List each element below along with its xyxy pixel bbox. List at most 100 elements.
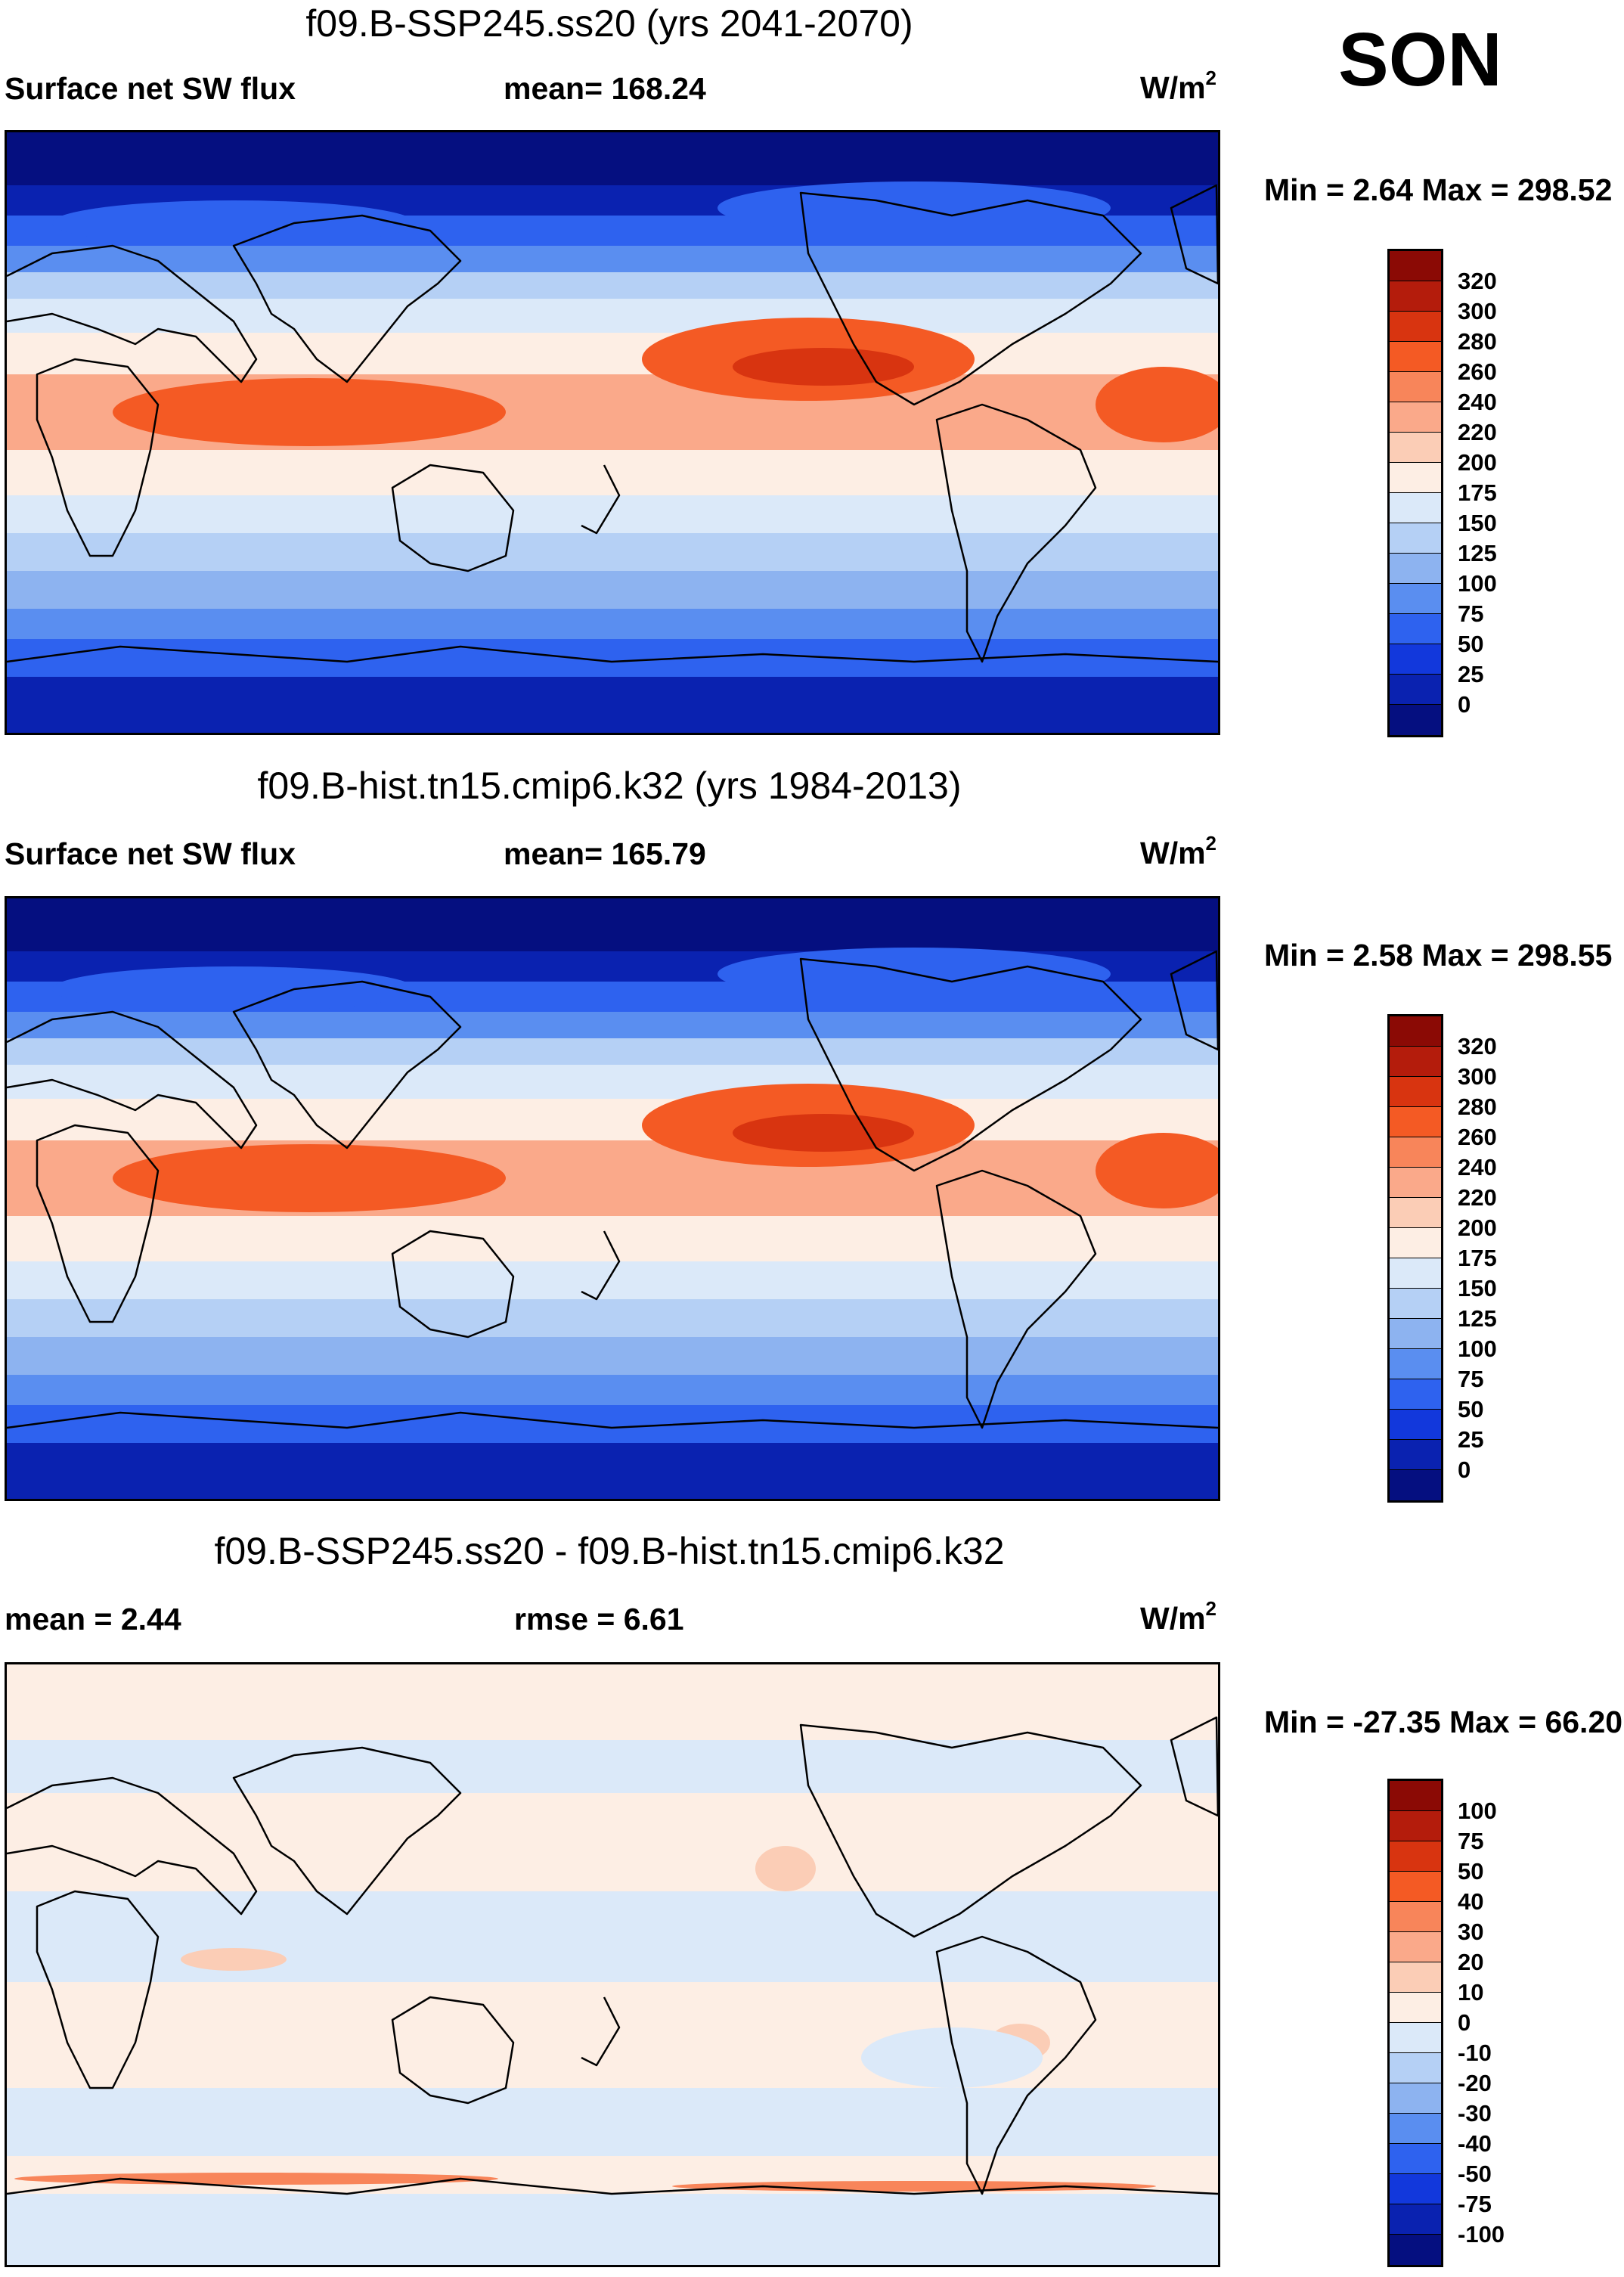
colorbar-box (1390, 1349, 1441, 1379)
colorbar-box (1390, 1781, 1441, 1811)
colorbar-box (1390, 1016, 1441, 1047)
colorbar-box (1390, 1962, 1441, 1993)
colorbar-box (1390, 1410, 1441, 1440)
season-label: SON (1338, 17, 1502, 102)
panel-1-units: W/m2 (1140, 67, 1217, 105)
colorbar-tick-label: 280 (1458, 1094, 1497, 1120)
colorbar-box (1390, 1932, 1441, 1962)
colorbar-tick-label: -10 (1458, 2040, 1492, 2066)
colorbar-box (1390, 1470, 1441, 1500)
colorbar-tick-label: 320 (1458, 1033, 1497, 1059)
colorbar-box (1390, 1440, 1441, 1470)
colorbar-tick-label: 125 (1458, 540, 1497, 566)
colorbar-tick-label: 200 (1458, 449, 1497, 476)
panel-1-title: f09.B-SSP245.ss20 (yrs 2041-2070) (305, 2, 913, 45)
colorbar-tick-label: 175 (1458, 1245, 1497, 1271)
panel-1-map (5, 130, 1220, 735)
panel-2-min-max: Min = 2.58 Max = 298.55 (1264, 938, 1613, 973)
panel-3-colorbar (1387, 1779, 1443, 2267)
colorbar-box (1390, 1379, 1441, 1410)
panel-3-map (5, 1662, 1220, 2267)
colorbar-box (1390, 1258, 1441, 1289)
colorbar-box (1390, 463, 1441, 493)
colorbar-box (1390, 1198, 1441, 1228)
colorbar-box (1390, 312, 1441, 342)
panel-3-units: W/m2 (1140, 1597, 1217, 1636)
colorbar-box (1390, 1137, 1441, 1168)
colorbar-tick-label: 300 (1458, 1063, 1497, 1090)
panel-3-title: f09.B-SSP245.ss20 - f09.B-hist.tn15.cmip… (214, 1530, 1005, 1572)
panel-1-variable-label: Surface net SW flux (5, 71, 296, 106)
colorbar-box (1390, 705, 1441, 735)
colorbar-box (1390, 2083, 1441, 2114)
colorbar-tick-label: -50 (1458, 2161, 1492, 2187)
colorbar-box (1390, 1107, 1441, 1137)
panel-3-rmse-label: rmse = 6.61 (514, 1602, 684, 1636)
colorbar-tick-label: 30 (1458, 1919, 1484, 1945)
colorbar-tick-label: 320 (1458, 268, 1497, 294)
colorbar-tick-label: 300 (1458, 298, 1497, 324)
colorbar-box (1390, 523, 1441, 554)
colorbar-tick-label: 200 (1458, 1215, 1497, 1241)
colorbar-tick-label: 100 (1458, 1798, 1497, 1824)
colorbar-tick-label: 150 (1458, 1275, 1497, 1301)
colorbar-tick-label: 280 (1458, 328, 1497, 355)
panel-2-colorbar (1387, 1014, 1443, 1503)
colorbar-tick-label: 20 (1458, 1949, 1484, 1975)
colorbar-tick-label: 220 (1458, 1184, 1497, 1211)
colorbar-tick-label: 150 (1458, 510, 1497, 536)
colorbar-tick-label: 0 (1458, 1456, 1471, 1483)
panel-2-title: f09.B-hist.tn15.cmip6.k32 (yrs 1984-2013… (257, 765, 962, 807)
colorbar-tick-label: 40 (1458, 1888, 1484, 1915)
colorbar-tick-label: 260 (1458, 358, 1497, 385)
colorbar-box (1390, 1902, 1441, 1932)
colorbar-box (1390, 1168, 1441, 1198)
colorbar-tick-label: 175 (1458, 479, 1497, 506)
colorbar-box (1390, 1077, 1441, 1107)
colorbar-box (1390, 1841, 1441, 1872)
colorbar-box (1390, 1047, 1441, 1077)
colorbar-box (1390, 433, 1441, 463)
panel-1-colorbar (1387, 249, 1443, 737)
colorbar-tick-label: 100 (1458, 570, 1497, 597)
colorbar-box (1390, 2053, 1441, 2083)
colorbar-box (1390, 675, 1441, 705)
panel-1-min-max: Min = 2.64 Max = 298.52 (1264, 172, 1613, 207)
panel-2-map (5, 896, 1220, 1501)
colorbar-tick-label: 10 (1458, 1979, 1484, 2006)
colorbar-tick-label: 75 (1458, 600, 1484, 627)
colorbar-tick-label: 125 (1458, 1305, 1497, 1332)
colorbar-box (1390, 554, 1441, 584)
colorbar-tick-label: -40 (1458, 2130, 1492, 2157)
colorbar-box (1390, 1228, 1441, 1258)
colorbar-box (1390, 1811, 1441, 1841)
colorbar-tick-label: 25 (1458, 1426, 1484, 1453)
colorbar-tick-label: -100 (1458, 2221, 1505, 2248)
panel-3-min-max: Min = -27.35 Max = 66.20 (1264, 1705, 1623, 1739)
colorbar-tick-label: 0 (1458, 2009, 1471, 2036)
colorbar-box (1390, 2235, 1441, 2265)
colorbar-box (1390, 1872, 1441, 1902)
colorbar-tick-label: 100 (1458, 1335, 1497, 1362)
colorbar-box (1390, 251, 1441, 281)
colorbar-box (1390, 493, 1441, 523)
colorbar-box (1390, 1289, 1441, 1319)
panel-2-mean-label: mean= 165.79 (504, 836, 706, 871)
colorbar-tick-label: 50 (1458, 1858, 1484, 1885)
colorbar-box (1390, 2144, 1441, 2174)
colorbar-tick-label: 240 (1458, 1154, 1497, 1180)
colorbar-box (1390, 644, 1441, 675)
colorbar-tick-label: 0 (1458, 691, 1471, 718)
colorbar-box (1390, 2204, 1441, 2235)
colorbar-tick-label: 240 (1458, 389, 1497, 415)
colorbar-tick-label: 25 (1458, 661, 1484, 687)
panel-2-variable-label: Surface net SW flux (5, 836, 296, 871)
colorbar-tick-label: 50 (1458, 631, 1484, 657)
colorbar-box (1390, 614, 1441, 644)
colorbar-box (1390, 402, 1441, 433)
colorbar-box (1390, 372, 1441, 402)
colorbar-box (1390, 342, 1441, 372)
panel-2-units: W/m2 (1140, 832, 1217, 870)
colorbar-tick-label: -30 (1458, 2100, 1492, 2127)
colorbar-tick-label: -20 (1458, 2070, 1492, 2096)
